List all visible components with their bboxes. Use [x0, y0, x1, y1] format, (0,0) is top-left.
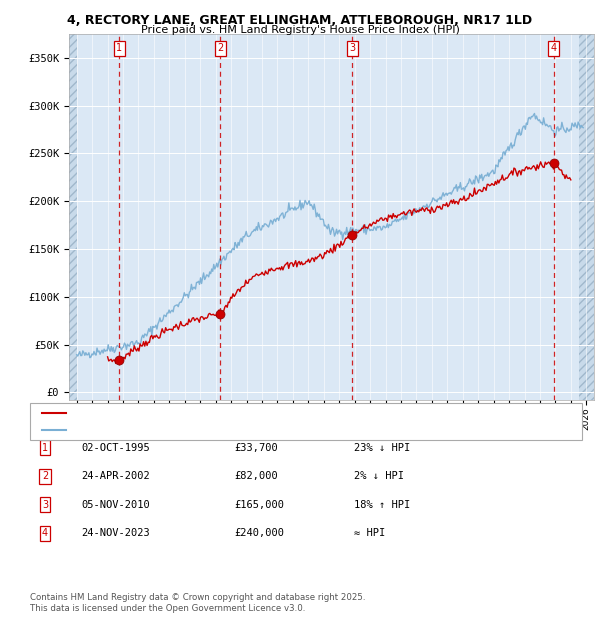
- Text: £165,000: £165,000: [234, 500, 284, 510]
- Text: 24-APR-2002: 24-APR-2002: [81, 471, 150, 481]
- Text: 1: 1: [116, 43, 122, 53]
- Text: Contains HM Land Registry data © Crown copyright and database right 2025.
This d: Contains HM Land Registry data © Crown c…: [30, 593, 365, 613]
- Text: £240,000: £240,000: [234, 528, 284, 538]
- Text: 24-NOV-2023: 24-NOV-2023: [81, 528, 150, 538]
- Text: Price paid vs. HM Land Registry's House Price Index (HPI): Price paid vs. HM Land Registry's House …: [140, 25, 460, 35]
- Text: 05-NOV-2010: 05-NOV-2010: [81, 500, 150, 510]
- Text: 2% ↓ HPI: 2% ↓ HPI: [354, 471, 404, 481]
- Text: 23% ↓ HPI: 23% ↓ HPI: [354, 443, 410, 453]
- Text: 18% ↑ HPI: 18% ↑ HPI: [354, 500, 410, 510]
- Text: 02-OCT-1995: 02-OCT-1995: [81, 443, 150, 453]
- Text: 2: 2: [217, 43, 224, 53]
- Bar: [69, 34, 77, 400]
- Text: HPI: Average price, semi-detached house, Breckland: HPI: Average price, semi-detached house,…: [72, 425, 310, 434]
- Text: 3: 3: [349, 43, 355, 53]
- Bar: [578, 34, 600, 400]
- Text: 4: 4: [42, 528, 48, 538]
- Text: 4, RECTORY LANE, GREAT ELLINGHAM, ATTLEBOROUGH, NR17 1LD (semi-detached house): 4, RECTORY LANE, GREAT ELLINGHAM, ATTLEB…: [72, 409, 479, 418]
- Text: £82,000: £82,000: [234, 471, 278, 481]
- Text: £33,700: £33,700: [234, 443, 278, 453]
- Text: 3: 3: [42, 500, 48, 510]
- Text: ≈ HPI: ≈ HPI: [354, 528, 385, 538]
- Text: 4: 4: [551, 43, 557, 53]
- Text: 1: 1: [42, 443, 48, 453]
- Text: 2: 2: [42, 471, 48, 481]
- Text: 4, RECTORY LANE, GREAT ELLINGHAM, ATTLEBOROUGH, NR17 1LD: 4, RECTORY LANE, GREAT ELLINGHAM, ATTLEB…: [67, 14, 533, 27]
